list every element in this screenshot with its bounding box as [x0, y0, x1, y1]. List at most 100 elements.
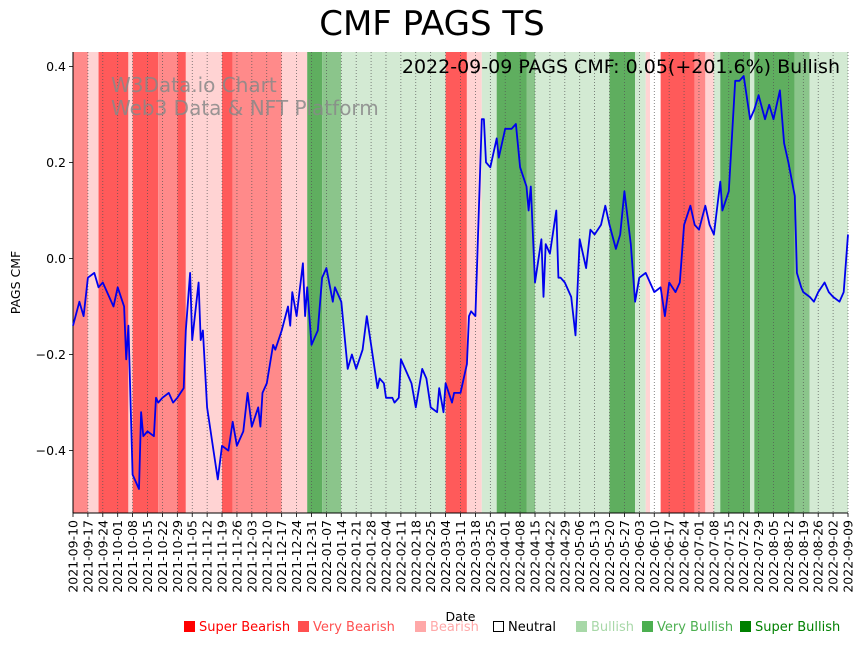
band-very-bearish	[73, 52, 88, 513]
x-axis: 2021-09-10 2021-09-17 2021-09-24 2021-10-01…	[66, 52, 856, 593]
x-tick-label: 2021-09-24	[95, 520, 110, 593]
legend-swatch	[576, 621, 587, 632]
x-tick-label: 2022-09-09	[841, 520, 856, 593]
legend-item: Super Bullish	[740, 620, 840, 635]
x-tick-label: 2022-07-08	[706, 520, 721, 593]
x-tick-label: 2022-08-26	[811, 520, 826, 593]
band-bearish	[705, 52, 714, 513]
x-tick-label: 2022-02-25	[423, 520, 438, 593]
band-very-bearish	[158, 52, 178, 513]
y-tick-label: −0.2	[36, 347, 66, 362]
x-tick-label: 2022-02-04	[378, 520, 393, 593]
band-bullish	[535, 52, 610, 513]
x-tick-label: 2021-10-15	[140, 520, 155, 593]
x-tick-label: 2021-10-08	[125, 520, 140, 593]
band-bearish	[645, 52, 650, 513]
band-neutral	[649, 52, 661, 513]
x-tick-label: 2022-03-25	[483, 520, 498, 593]
x-tick-label: 2022-02-18	[408, 520, 423, 593]
x-tick-label: 2022-06-17	[662, 520, 677, 593]
band-super-bullish	[307, 52, 323, 513]
y-axis-label: PAGS CMF	[8, 251, 23, 314]
legend-item: Very Bearish	[298, 620, 395, 635]
band-bullish	[809, 52, 848, 513]
legend-swatch	[415, 621, 426, 632]
band-super-bearish	[222, 52, 233, 513]
x-tick-label: 2022-08-05	[766, 520, 781, 593]
legend-swatch	[298, 621, 309, 632]
band-super-bullish	[609, 52, 636, 513]
legend-swatch	[184, 621, 195, 632]
band-super-bullish	[754, 52, 795, 513]
x-tick-label: 2022-01-14	[334, 520, 349, 593]
band-bullish	[713, 52, 721, 513]
x-tick-label: 2022-01-21	[349, 520, 364, 593]
x-tick-label: 2022-03-11	[453, 520, 468, 593]
band-bullish	[635, 52, 646, 513]
x-tick-label: 2021-11-26	[229, 520, 244, 593]
band-bullish	[341, 52, 357, 513]
band-super-bearish	[132, 52, 159, 513]
band-super-bearish	[445, 52, 467, 513]
band-bearish	[185, 52, 223, 513]
x-tick-label: 2021-12-10	[259, 520, 274, 593]
cmf-line	[72, 75, 849, 490]
legend-label: Super Bullish	[755, 620, 841, 635]
x-tick-label: 2022-09-02	[826, 520, 841, 593]
legend-swatch	[642, 621, 653, 632]
y-axis: −0.4 −0.2 0.0 0.2 0.4	[36, 59, 73, 458]
x-tick-label: 2022-08-19	[796, 520, 811, 593]
x-tick-label: 2022-05-27	[617, 520, 632, 593]
x-tick-label: 2022-03-04	[438, 520, 453, 593]
x-tick-label: 2022-01-07	[319, 520, 334, 593]
legend-item: Neutral	[493, 620, 556, 635]
x-tick-label: 2021-09-17	[80, 520, 95, 593]
legend-label: Bullish	[591, 620, 635, 635]
latest-value-annotation: 2022-09-09 PAGS CMF: 0.05(+201.6%) Bulli…	[402, 56, 840, 78]
band-super-bearish	[660, 52, 695, 513]
legend-item: Super Bearish	[184, 620, 290, 635]
band-very-bullish	[322, 52, 342, 513]
band-super-bullish	[720, 52, 751, 513]
band-super-bearish	[177, 52, 186, 513]
watermark-line: W3Data.io Chart	[111, 73, 277, 97]
x-tick-label: 2021-12-24	[289, 520, 304, 593]
band-bearish	[466, 52, 482, 513]
legend-item: Bullish	[576, 620, 634, 635]
cmf-series	[72, 75, 849, 490]
x-tick-label: 2022-05-13	[587, 520, 602, 593]
x-tick-label: 2022-06-03	[632, 520, 647, 593]
band-super-bullish	[496, 52, 527, 513]
band-bearish	[128, 52, 133, 513]
x-tick-label: 2021-10-22	[155, 520, 170, 593]
legend-label: Bearish	[430, 620, 479, 635]
x-tick-label: 2022-01-28	[364, 520, 379, 593]
x-tick-label: 2022-04-15	[528, 520, 543, 593]
x-tick-label: 2022-03-18	[468, 520, 483, 593]
x-tick-label: 2021-11-19	[215, 520, 230, 593]
x-tick-label: 2022-07-29	[751, 520, 766, 593]
x-tick-label: 2021-11-05	[185, 520, 200, 593]
x-tick-label: 2022-04-29	[557, 520, 572, 593]
chart-title: CMF PAGS TS	[319, 4, 545, 44]
x-tick-label: 2021-11-12	[200, 520, 215, 593]
legend: Super Bearish Very Bearish Bearish Neutral B…	[0, 620, 864, 640]
y-tick-label: 0.0	[46, 251, 66, 266]
legend-item: Very Bullish	[642, 620, 733, 635]
band-bullish	[750, 52, 755, 513]
legend-item: Bearish	[415, 620, 479, 635]
x-tick-label: 2022-06-24	[677, 520, 692, 593]
x-tick-label: 2022-07-15	[721, 520, 736, 593]
band-very-bearish	[694, 52, 706, 513]
legend-label: Neutral	[508, 620, 556, 635]
band-very-bearish	[232, 52, 282, 513]
x-tick-label: 2021-12-31	[304, 520, 319, 593]
band-bearish	[87, 52, 99, 513]
x-tick-label: 2021-12-03	[244, 520, 259, 593]
band-very-bullish	[526, 52, 536, 513]
x-tick-label: 2022-05-20	[602, 520, 617, 593]
band-bullish	[481, 52, 497, 513]
legend-label: Very Bearish	[313, 620, 395, 635]
